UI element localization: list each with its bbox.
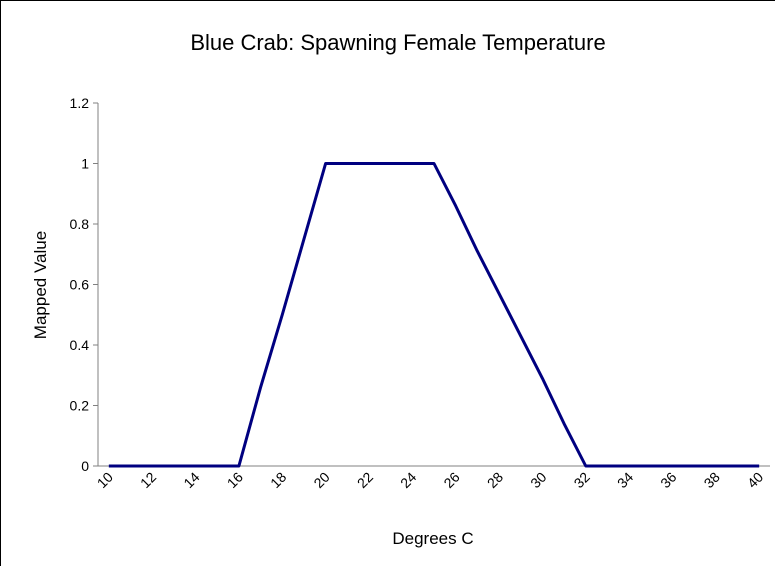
data-line (108, 162, 760, 468)
y-tick-label: 1 (81, 156, 89, 172)
y-tick-label: 1.2 (70, 95, 90, 111)
x-axis-label: Degrees C (392, 529, 473, 548)
y-tick-label: 0 (81, 458, 89, 474)
y-tick-label: 0.6 (70, 277, 90, 293)
y-tick-label: 0.8 (70, 216, 90, 232)
chart-title: Blue Crab: Spawning Female Temperature (190, 30, 605, 55)
y-tick-label: 0.4 (70, 337, 90, 353)
y-tick-label: 0.2 (70, 398, 90, 414)
y-axis-label: Mapped Value (31, 231, 50, 339)
